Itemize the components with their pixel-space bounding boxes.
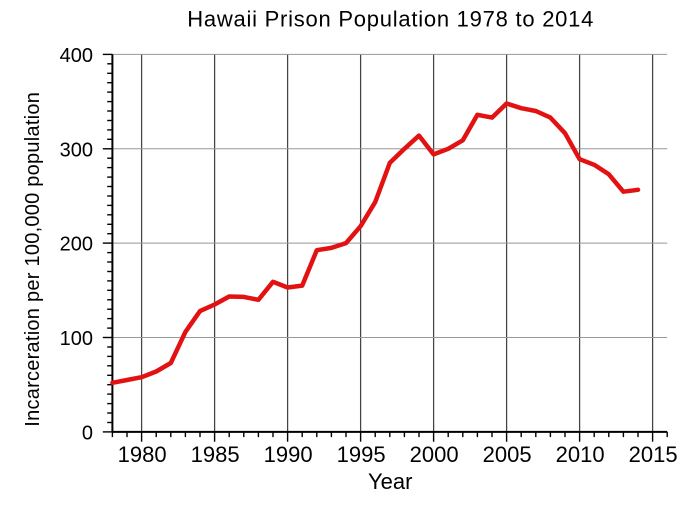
svg-text:2015: 2015	[629, 442, 678, 467]
svg-text:400: 400	[60, 45, 93, 67]
svg-text:200: 200	[60, 234, 93, 256]
svg-text:100: 100	[60, 328, 93, 350]
svg-text:2010: 2010	[556, 442, 605, 467]
svg-text:Year: Year	[368, 469, 412, 494]
svg-text:300: 300	[60, 139, 93, 161]
svg-text:2005: 2005	[483, 442, 532, 467]
svg-text:1980: 1980	[118, 442, 167, 467]
svg-text:0: 0	[82, 423, 93, 445]
svg-text:1995: 1995	[337, 442, 386, 467]
svg-text:Hawaii Prison Population 1978: Hawaii Prison Population 1978 to 2014	[187, 7, 594, 32]
svg-text:1990: 1990	[264, 442, 313, 467]
svg-text:2000: 2000	[410, 442, 459, 467]
svg-text:Incarceration per 100,000 popu: Incarceration per 100,000 population	[22, 92, 44, 427]
svg-text:1985: 1985	[191, 442, 240, 467]
